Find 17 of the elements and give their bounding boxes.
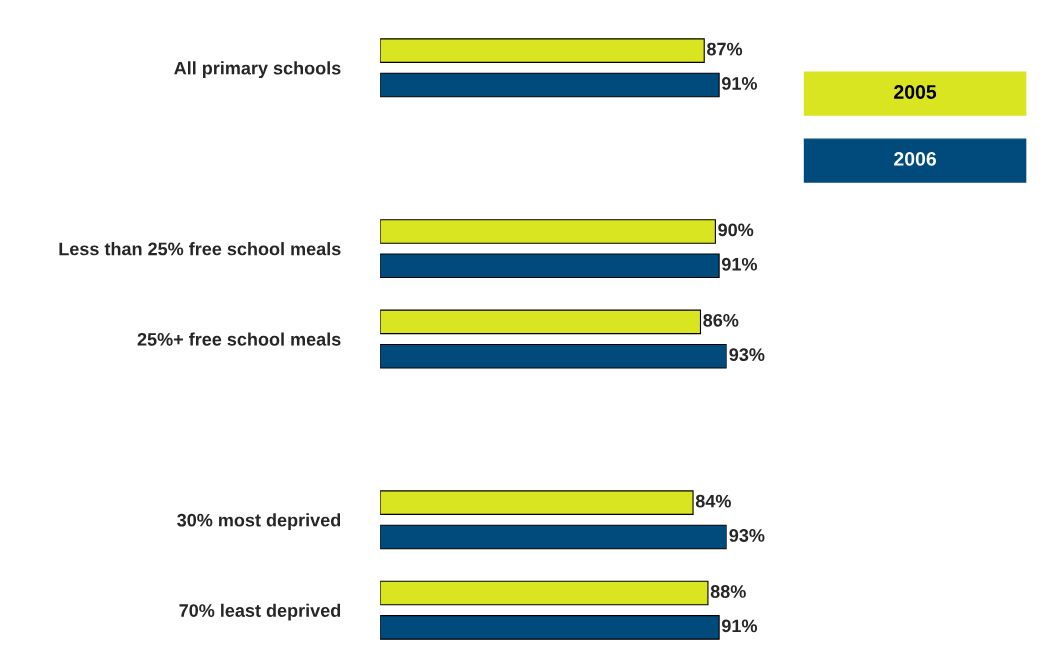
data-label: 88% (710, 585, 746, 598)
data-label: 84% (695, 494, 731, 508)
y-tick-label: 70% least deprived (179, 603, 341, 621)
data-label: 93% (729, 529, 765, 542)
y-tick-label: All primary schools (174, 61, 341, 79)
data-label: 91% (721, 619, 758, 633)
y-tick-label: 25%+ free school meals (137, 332, 341, 346)
data-label: 91% (721, 77, 758, 90)
y-tick-label: Less than 25% free school meals (59, 242, 341, 256)
data-label: 91% (721, 257, 758, 271)
data-label: 87% (707, 42, 743, 56)
data-label: 86% (703, 313, 739, 327)
text: 2005 (894, 85, 937, 99)
y-tick-label: 30% most deprived (177, 513, 341, 531)
data-label: 90% (718, 223, 754, 237)
data-label: 93% (729, 348, 765, 362)
text: 2006 (894, 152, 936, 166)
